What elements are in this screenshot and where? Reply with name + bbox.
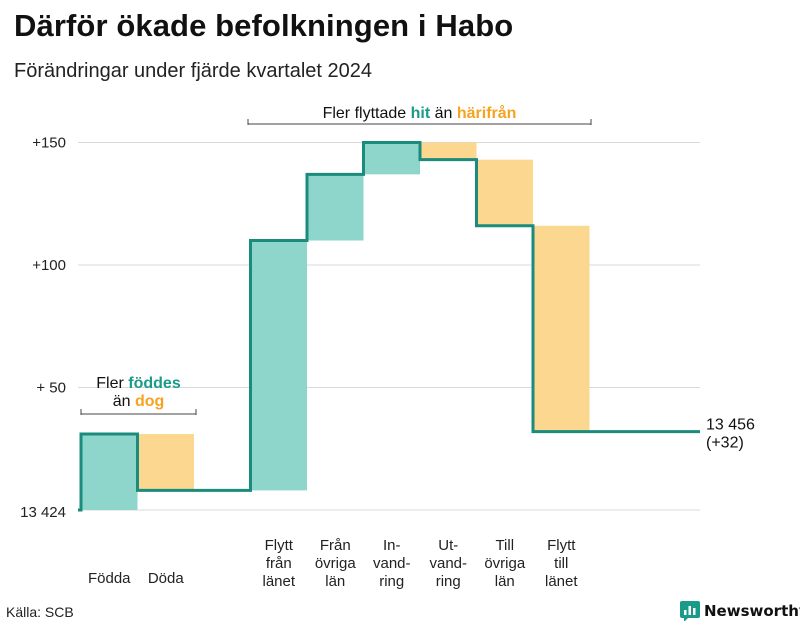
category-label-line: Flytt <box>547 537 576 554</box>
chart-title: Därför ökade befolkningen i Habo <box>14 8 514 43</box>
brand-name: Newsworthy <box>704 602 800 620</box>
annotation-bracket <box>247 119 592 125</box>
annotation-bracket <box>80 409 197 415</box>
brand-logo: Newsworthy <box>680 600 800 622</box>
category-label-line: övriga <box>315 555 357 572</box>
category-label-line: länet <box>262 573 295 590</box>
category-label-line: vand- <box>373 555 411 572</box>
category-label: Döda <box>148 570 185 587</box>
category-label: Födda <box>88 570 131 587</box>
newsworthy-icon <box>680 601 700 621</box>
annotation-highlight-in: hit <box>411 105 431 122</box>
annotation-highlight-in: föddes <box>128 375 181 392</box>
annotation-births-line1: Fler föddes <box>96 375 181 392</box>
annotation-text: än <box>430 105 457 122</box>
end-change-label: (+32) <box>706 435 744 452</box>
category-label-line: Från <box>320 537 351 554</box>
y-tick-label: +100 <box>32 257 66 274</box>
annotation-highlight-out: härifrån <box>457 104 517 122</box>
bar-inflow <box>81 434 138 510</box>
cumulative-step-line <box>78 141 700 512</box>
category-label: Flytt till länet <box>545 537 578 590</box>
y-base-label: 13 424 <box>20 504 66 521</box>
category-label: In-vand-ring <box>373 537 411 590</box>
category-label: Från övriga län <box>315 537 357 590</box>
bar-outflow <box>137 434 194 491</box>
bar-inflow <box>250 240 307 491</box>
category-label-line: Döda <box>148 570 185 587</box>
bar-inflow <box>363 142 420 175</box>
category-label-line: ring <box>379 573 404 590</box>
end-value-label: 13 456 <box>706 417 755 434</box>
annotation-text: Fler flyttade <box>323 105 411 122</box>
category-label-line: länet <box>545 573 578 590</box>
annotation-migration: Fler flyttade hit än härifrån <box>323 104 517 122</box>
category-label-line: ring <box>436 573 461 590</box>
category-label: Till övriga län <box>484 537 526 590</box>
category-label-line: län <box>325 573 345 590</box>
annotation-births-line2: än dog <box>113 393 165 410</box>
category-label-line: län <box>495 573 515 590</box>
category-label: Ut-vand-ring <box>429 537 467 590</box>
source-note: Källa: SCB <box>6 604 74 620</box>
category-label-line: vand- <box>429 555 467 572</box>
bar-inflow <box>307 174 364 241</box>
category-label-line: Till <box>495 537 514 554</box>
annotation-text: än <box>113 393 135 410</box>
category-label-line: till <box>554 555 568 572</box>
category-label-line: från <box>266 555 292 572</box>
annotation-text: Fler <box>96 375 128 392</box>
category-label-line: Ut- <box>438 537 458 554</box>
bar-outflow <box>476 159 533 226</box>
bar-outflow <box>420 142 477 160</box>
y-tick-label: + 50 <box>36 380 66 397</box>
category-label-line: övriga <box>484 555 526 572</box>
category-label-line: Flytt <box>265 537 294 554</box>
y-tick-label: +150 <box>32 135 66 152</box>
category-label: Flytt från länet <box>262 537 295 590</box>
bar-outflow <box>533 225 590 432</box>
chart-subtitle: Förändringar under fjärde kvartalet 2024 <box>14 60 372 82</box>
category-label-line: Födda <box>88 570 131 587</box>
category-label-line: In- <box>383 537 401 554</box>
annotation-highlight-out: dog <box>135 393 164 410</box>
